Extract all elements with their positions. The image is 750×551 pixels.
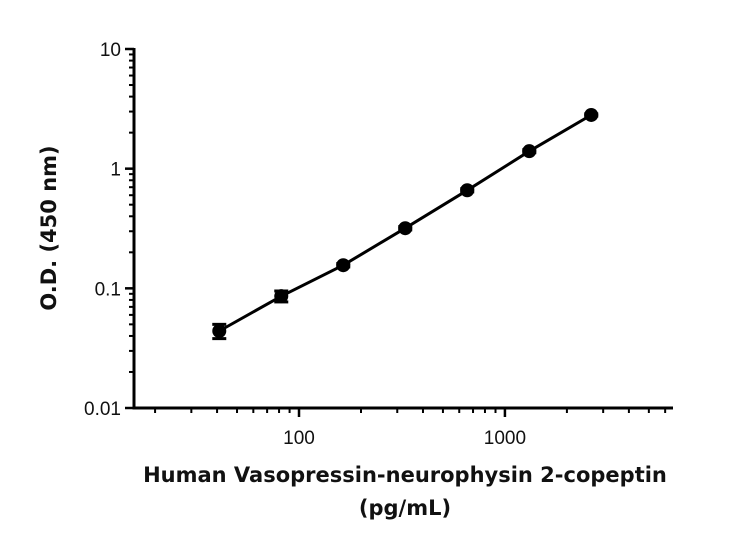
y-tick-label: 1 <box>110 160 121 181</box>
x-tick-label: 100 <box>283 428 315 449</box>
data-point-marker <box>212 324 227 339</box>
x-axis-title-units: (pg/mL) <box>359 496 451 520</box>
y-tick-label: 10 <box>100 40 121 61</box>
axes: 0.01 0.1 1 10 100 1000 <box>84 40 673 449</box>
data-point-marker <box>522 144 537 159</box>
x-tick-label: 1000 <box>484 428 526 449</box>
y-tick-label: 0.01 <box>84 399 121 420</box>
y-tick-label: 0.1 <box>95 279 121 300</box>
x-axis-title: Human Vasopressin-neurophysin 2-copeptin <box>143 463 667 487</box>
axis-labels: O.D. (450 nm) Human Vasopressin-neurophy… <box>37 145 667 520</box>
data-point-marker <box>336 258 351 273</box>
data-point-marker <box>584 107 599 122</box>
data-point-marker <box>398 221 413 236</box>
y-axis-title: O.D. (450 nm) <box>37 145 61 310</box>
data-point-marker <box>460 183 475 198</box>
data-point-marker <box>274 289 289 304</box>
data-points <box>212 107 599 341</box>
